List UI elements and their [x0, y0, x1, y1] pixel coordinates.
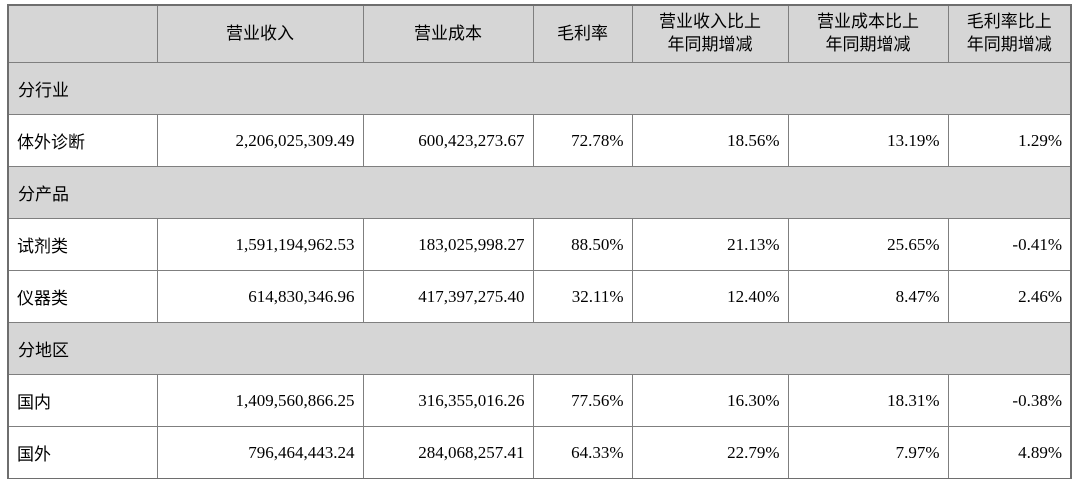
- cell-cost-yoy: 13.19%: [787, 114, 949, 167]
- row-label: 体外诊断: [7, 114, 158, 167]
- cell-cost-yoy: 18.31%: [787, 374, 949, 427]
- section-label: 分产品: [7, 166, 1072, 219]
- section-row-by-region: 分地区: [7, 322, 1072, 375]
- section-label: 分地区: [7, 322, 1072, 375]
- cell-gross-margin-yoy: -0.38%: [947, 374, 1072, 427]
- cell-cost-yoy: 7.97%: [787, 426, 949, 479]
- cell-revenue: 1,591,194,962.53: [156, 218, 364, 271]
- cell-gross-margin: 88.50%: [532, 218, 633, 271]
- col-header-cost-yoy: 营业成本比上 年同期增减: [787, 4, 949, 63]
- section-label: 分行业: [7, 62, 1072, 115]
- cell-revenue: 2,206,025,309.49: [156, 114, 364, 167]
- segment-financial-table: 营业收入 营业成本 毛利率 营业收入比上 年同期增减 营业成本比上 年同期增减 …: [7, 4, 1072, 479]
- cell-revenue: 796,464,443.24: [156, 426, 364, 479]
- cell-revenue-yoy: 12.40%: [631, 270, 789, 323]
- cell-cost-yoy: 8.47%: [787, 270, 949, 323]
- cell-gross-margin-yoy: 2.46%: [947, 270, 1072, 323]
- section-row-by-industry: 分行业: [7, 62, 1072, 115]
- col-header-gross-margin: 毛利率: [532, 4, 633, 63]
- cell-cost: 183,025,998.27: [362, 218, 534, 271]
- cell-revenue: 614,830,346.96: [156, 270, 364, 323]
- col-header-revenue: 营业收入: [156, 4, 364, 63]
- cell-cost: 316,355,016.26: [362, 374, 534, 427]
- row-label: 国外: [7, 426, 158, 479]
- table-row-reagents: 试剂类 1,591,194,962.53 183,025,998.27 88.5…: [7, 218, 1072, 271]
- cell-gross-margin: 32.11%: [532, 270, 633, 323]
- table-row-ivd: 体外诊断 2,206,025,309.49 600,423,273.67 72.…: [7, 114, 1072, 167]
- table-body: 分行业 体外诊断 2,206,025,309.49 600,423,273.67…: [7, 62, 1072, 479]
- cell-gross-margin: 77.56%: [532, 374, 633, 427]
- cell-revenue-yoy: 22.79%: [631, 426, 789, 479]
- cell-gross-margin: 64.33%: [532, 426, 633, 479]
- header-row: 营业收入 营业成本 毛利率 营业收入比上 年同期增减 营业成本比上 年同期增减 …: [7, 4, 1072, 63]
- cell-cost: 417,397,275.40: [362, 270, 534, 323]
- cell-gross-margin-yoy: 1.29%: [947, 114, 1072, 167]
- row-label: 仪器类: [7, 270, 158, 323]
- table-row-overseas: 国外 796,464,443.24 284,068,257.41 64.33% …: [7, 426, 1072, 479]
- cell-gross-margin-yoy: -0.41%: [947, 218, 1072, 271]
- cell-cost: 284,068,257.41: [362, 426, 534, 479]
- cell-cost-yoy: 25.65%: [787, 218, 949, 271]
- cell-gross-margin-yoy: 4.89%: [947, 426, 1072, 479]
- cell-revenue-yoy: 21.13%: [631, 218, 789, 271]
- col-header-cost: 营业成本: [362, 4, 534, 63]
- row-label: 国内: [7, 374, 158, 427]
- table-row-domestic: 国内 1,409,560,866.25 316,355,016.26 77.56…: [7, 374, 1072, 427]
- cell-gross-margin: 72.78%: [532, 114, 633, 167]
- cell-revenue-yoy: 18.56%: [631, 114, 789, 167]
- cell-revenue-yoy: 16.30%: [631, 374, 789, 427]
- table-row-instruments: 仪器类 614,830,346.96 417,397,275.40 32.11%…: [7, 270, 1072, 323]
- row-label: 试剂类: [7, 218, 158, 271]
- cell-revenue: 1,409,560,866.25: [156, 374, 364, 427]
- table-header: 营业收入 营业成本 毛利率 营业收入比上 年同期增减 营业成本比上 年同期增减 …: [7, 4, 1072, 63]
- cell-cost: 600,423,273.67: [362, 114, 534, 167]
- col-header-gross-margin-yoy: 毛利率比上 年同期增减: [947, 4, 1072, 63]
- col-header-blank: [7, 4, 158, 63]
- col-header-revenue-yoy: 营业收入比上 年同期增减: [631, 4, 789, 63]
- section-row-by-product: 分产品: [7, 166, 1072, 219]
